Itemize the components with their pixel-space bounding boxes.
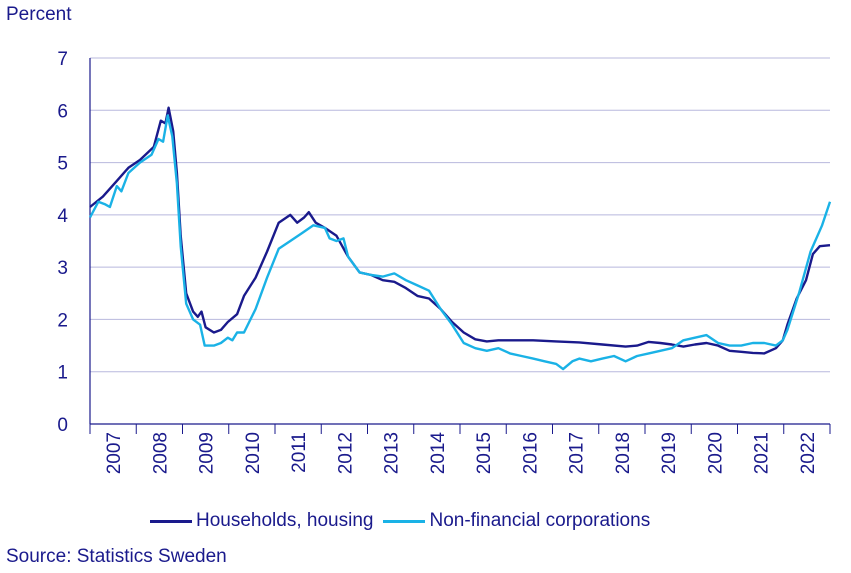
y-tick-label-1: 1	[57, 363, 68, 384]
series-line-corporations	[88, 114, 832, 371]
source-note: Source: Statistics Sweden	[6, 546, 227, 567]
series-line-households	[89, 106, 831, 355]
y-tick-label-3: 3	[57, 258, 68, 279]
legend-label-households: Households, housing	[196, 510, 374, 531]
legend-item-corporations: Non-financial corporations	[383, 510, 650, 532]
y-tick-label-0: 0	[57, 415, 68, 436]
x-tick-label-2020: 2020	[705, 432, 726, 474]
x-tick-label-2009: 2009	[197, 432, 218, 474]
legend-swatch-households	[150, 519, 192, 523]
axes: 0 1 2 3 4 5 6 7 2007 2008 2009 2010 2011 2012 2013 2014…	[57, 49, 831, 475]
y-tick-label-4: 4	[57, 206, 68, 227]
x-tick-label-2014: 2014	[428, 432, 449, 475]
x-tick-label-2013: 2013	[382, 432, 403, 474]
x-tick-label-2010: 2010	[243, 432, 264, 474]
legend-swatch-corporations	[383, 519, 426, 523]
x-tick-label-2018: 2018	[613, 432, 634, 474]
legend: Households, housing Non-financial corpor…	[150, 510, 660, 532]
y-axis-unit-label: Percent	[6, 4, 72, 25]
y-tick-label-2: 2	[57, 310, 68, 331]
x-tick-label-2012: 2012	[335, 432, 356, 474]
x-tick-label-2021: 2021	[752, 432, 773, 474]
gridlines	[90, 57, 830, 373]
x-tick-label-2022: 2022	[798, 432, 819, 474]
legend-label-corporations: Non-financial corporations	[429, 510, 651, 531]
y-tick-label-6: 6	[57, 101, 68, 122]
x-tick-label-2017: 2017	[567, 432, 588, 474]
x-tick-label-2011: 2011	[289, 432, 310, 473]
legend-item-households: Households, housing	[150, 510, 373, 532]
x-tick-label-2016: 2016	[520, 432, 541, 474]
x-tick-label-2019: 2019	[659, 432, 680, 474]
y-tick-label-5: 5	[57, 154, 68, 175]
y-tick-label-7: 7	[57, 49, 68, 70]
series-lines	[88, 106, 832, 371]
x-tick-label-2007: 2007	[104, 432, 125, 474]
x-tick-label-2015: 2015	[474, 432, 495, 474]
x-tick-label-2008: 2008	[150, 432, 171, 474]
